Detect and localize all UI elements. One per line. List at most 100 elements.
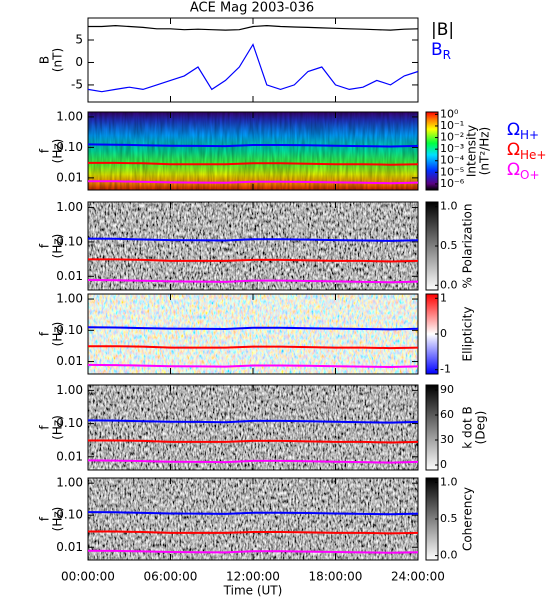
colorbar (425, 111, 439, 191)
colorbar-tick-label: 0.0 (440, 549, 458, 562)
colorbar-tick-label: 0 (440, 327, 447, 340)
legend-label: |B| (431, 20, 454, 40)
y-axis-label: f (38, 331, 52, 336)
y-tick-label: 1.00 (56, 109, 83, 123)
colorbar-label: Intensity (465, 125, 479, 177)
y-axis-label: (Hz) (51, 507, 65, 532)
series-line (87, 459, 419, 464)
colorbar-tick-label: 10⁻⁵ (440, 165, 464, 178)
series-line (87, 143, 419, 148)
y-tick-label: 0.10 (56, 323, 83, 337)
y-axis-label: f (38, 425, 52, 430)
y-tick-label: 1.00 (56, 383, 83, 397)
colorbar-label: Ellipticity (461, 307, 475, 362)
legend-label: ΩO+ (507, 160, 540, 182)
y-tick-label: 0.01 (56, 449, 83, 463)
y-tick-label: 5 (75, 33, 83, 47)
y-axis-label: (Hz) (51, 139, 65, 164)
series-line (88, 24, 419, 31)
series-line (87, 419, 419, 424)
colorbar-tick-label: 30 (440, 433, 454, 446)
colorbar-tick-label: 60 (440, 408, 454, 421)
colorbar-tick-label: 10⁻⁶ (440, 177, 465, 190)
legend-subscript: H+ (520, 128, 539, 142)
series-line (87, 237, 419, 242)
y-tick-label: -5 (71, 77, 83, 91)
spectrogram (88, 478, 418, 560)
series-line (87, 180, 419, 185)
spectrogram (88, 202, 418, 290)
y-tick-label: 0.10 (56, 140, 83, 154)
colorbar-tick-label: 0.0 (440, 278, 458, 291)
colorbar-tick-label: 10⁻² (440, 131, 464, 144)
y-tick-label: 1.00 (56, 292, 83, 306)
colorbar (425, 384, 439, 471)
y-axis-label: B (38, 56, 52, 64)
colorbar-tick-label: 1.0 (440, 475, 458, 488)
series-line (88, 345, 419, 350)
y-axis-label: f (38, 148, 52, 153)
colorbar-label: Coherency (461, 487, 475, 551)
spectrogram (88, 385, 418, 470)
y-tick-label: 1.00 (56, 476, 83, 490)
y-axis-label: f (38, 516, 52, 521)
colorbar-tick-label: 0.5 (440, 512, 458, 525)
legend-name: Ω (507, 120, 520, 140)
colorbar-label: k dot B (461, 406, 475, 448)
series-line (88, 161, 419, 166)
colorbar-tick-label: 1.0 (440, 200, 458, 213)
series-line (88, 258, 419, 263)
spectrogram (88, 294, 418, 374)
legend-subscript: He+ (520, 148, 546, 162)
legend-name: Ω (507, 140, 520, 160)
series-line (88, 530, 419, 535)
y-axis-label: (Hz) (51, 234, 65, 259)
colorbar-tick-label: -1 (440, 363, 451, 376)
y-axis-label: (Hz) (51, 415, 65, 440)
y-tick-label: 0.10 (56, 508, 83, 522)
x-tick-label: 24:00:00 (391, 570, 445, 584)
y-tick-label: 0.01 (56, 170, 83, 184)
colorbar-tick-label: 1 (440, 291, 447, 304)
x-tick-label: 06:00:00 (144, 570, 198, 584)
colorbar-tick-label: 0 (440, 458, 447, 471)
legend-name: |B| (431, 20, 454, 40)
colorbar-tick-label: 10⁻¹ (440, 119, 464, 132)
x-tick-label: 12:00:00 (226, 570, 280, 584)
legend-label: BR (431, 40, 451, 62)
series-line (88, 439, 419, 444)
series-line (87, 511, 419, 516)
y-tick-label: 1.00 (56, 200, 83, 214)
y-tick-label: 0.10 (56, 234, 83, 248)
colorbar-label: % Polarization (461, 204, 475, 289)
series-line (87, 43, 419, 93)
y-axis-label: (nT) (51, 48, 65, 72)
legend-name: Ω (507, 160, 520, 180)
x-tick-label: 00:00:00 (61, 570, 115, 584)
series-line (87, 549, 419, 554)
series-line (87, 363, 419, 369)
y-tick-label: 0 (75, 55, 83, 69)
y-tick-label: 0.01 (56, 269, 83, 283)
legend-label: ΩHe+ (507, 140, 546, 162)
colorbar-tick-label: 10⁻³ (440, 142, 464, 155)
x-tick-label: 18:00:00 (309, 570, 363, 584)
colorbar-tick-label: 90 (440, 383, 454, 396)
colorbar-tick-label: 10⁻⁴ (440, 154, 465, 167)
legend-name: B (431, 40, 443, 60)
legend-subscript: O+ (520, 168, 540, 182)
plot-frame (87, 17, 419, 103)
y-tick-label: 0.01 (56, 354, 83, 368)
chart-title: ACE Mag 2003-036 (190, 1, 314, 16)
colorbar-label: (nT²/Hz) (478, 127, 492, 175)
legend-label: ΩH+ (507, 120, 539, 142)
colorbar-tick-label: 0.5 (440, 239, 458, 252)
colorbar-tick-label: 10⁰ (440, 107, 459, 120)
y-axis-label: (Hz) (51, 322, 65, 347)
colorbar-label: (Deg) (474, 411, 488, 445)
y-axis-label: f (38, 243, 52, 248)
series-line (87, 279, 419, 284)
spectrogram-texture (88, 112, 418, 190)
series-line (87, 326, 419, 331)
